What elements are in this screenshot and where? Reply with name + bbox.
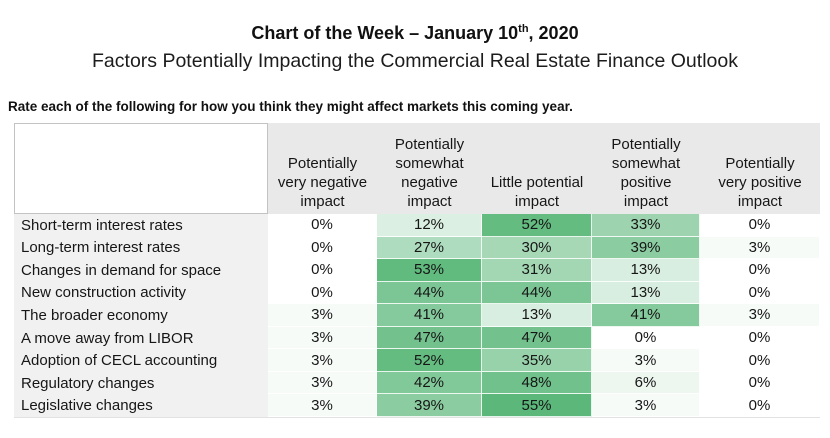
page-title: Chart of the Week – January 10th, 2020 bbox=[0, 17, 830, 45]
survey-instruction: Rate each of the following for how you t… bbox=[8, 99, 573, 114]
row-label: Short-term interest rates bbox=[14, 214, 268, 237]
page-title-superscript: th bbox=[518, 23, 529, 35]
value-cell: 0% bbox=[700, 371, 820, 395]
value-cell: 27% bbox=[377, 236, 482, 260]
value-cell: 52% bbox=[482, 214, 592, 237]
table-row: New construction activity 0% 44% 44% 13% 0% bbox=[14, 281, 820, 305]
value-cell: 30% bbox=[482, 236, 592, 260]
column-header: Potentially very positive impact bbox=[700, 123, 820, 214]
value-cell: 0% bbox=[268, 259, 377, 282]
row-label: A move away from LIBOR bbox=[14, 326, 268, 350]
row-label: Legislative changes bbox=[14, 394, 268, 417]
value-cell: 0% bbox=[700, 281, 820, 305]
row-label: Adoption of CECL accounting bbox=[14, 349, 268, 372]
page-title-text: Chart of the Week – January 10 bbox=[251, 23, 519, 43]
value-cell: 44% bbox=[482, 281, 592, 305]
value-cell: 3% bbox=[268, 371, 377, 395]
table-body: Short-term interest rates 0% 12% 52% 33% 0% Lo… bbox=[14, 214, 820, 417]
value-cell: 33% bbox=[592, 214, 700, 237]
row-label: New construction activity bbox=[14, 281, 268, 305]
value-cell: 6% bbox=[592, 371, 700, 395]
value-cell: 0% bbox=[592, 326, 700, 350]
column-header: Potentially somewhat positive impact bbox=[592, 123, 700, 214]
value-cell: 52% bbox=[377, 349, 482, 372]
value-cell: 39% bbox=[377, 394, 482, 417]
value-cell: 3% bbox=[700, 304, 820, 327]
value-cell: 55% bbox=[482, 394, 592, 417]
value-cell: 3% bbox=[268, 349, 377, 372]
table-row: Adoption of CECL accounting 3% 52% 35% 3% 0% bbox=[14, 349, 820, 372]
column-header: Potentially very negative impact bbox=[268, 123, 377, 214]
value-cell: 47% bbox=[377, 326, 482, 350]
table-row: The broader economy 3% 41% 13% 41% 3% bbox=[14, 304, 820, 327]
column-header: Potentially somewhat negative impact bbox=[377, 123, 482, 214]
value-cell: 3% bbox=[700, 236, 820, 260]
value-cell: 53% bbox=[377, 259, 482, 282]
column-header: Little potential impact bbox=[482, 123, 592, 214]
chart-of-the-week-page: Chart of the Week – January 10th, 2020 F… bbox=[0, 17, 830, 438]
value-cell: 0% bbox=[700, 259, 820, 282]
impact-heatmap-table: Potentially very negative impact Potentia… bbox=[14, 123, 820, 418]
value-cell: 0% bbox=[268, 214, 377, 237]
table-row: Long-term interest rates 0% 27% 30% 39% 3% bbox=[14, 236, 820, 260]
value-cell: 12% bbox=[377, 214, 482, 237]
value-cell: 0% bbox=[268, 236, 377, 260]
value-cell: 0% bbox=[700, 326, 820, 350]
row-label: Long-term interest rates bbox=[14, 236, 268, 260]
value-cell: 3% bbox=[592, 349, 700, 372]
row-label: Changes in demand for space bbox=[14, 259, 268, 282]
page-title-suffix: , 2020 bbox=[528, 23, 579, 43]
row-label: The broader economy bbox=[14, 304, 268, 327]
value-cell: 3% bbox=[268, 326, 377, 350]
value-cell: 48% bbox=[482, 371, 592, 395]
value-cell: 0% bbox=[700, 214, 820, 237]
table-row: Regulatory changes 3% 42% 48% 6% 0% bbox=[14, 371, 820, 395]
value-cell: 41% bbox=[592, 304, 700, 327]
table-header-row: Potentially very negative impact Potentia… bbox=[14, 123, 820, 214]
value-cell: 3% bbox=[592, 394, 700, 417]
table-row: Legislative changes 3% 39% 55% 3% 0% bbox=[14, 394, 820, 417]
table-row: Changes in demand for space 0% 53% 31% 13% 0% bbox=[14, 259, 820, 282]
value-cell: 47% bbox=[482, 326, 592, 350]
page-subtitle: Factors Potentially Impacting the Commer… bbox=[92, 50, 738, 72]
value-cell: 3% bbox=[268, 304, 377, 327]
value-cell: 44% bbox=[377, 281, 482, 305]
value-cell: 0% bbox=[268, 281, 377, 305]
value-cell: 13% bbox=[592, 259, 700, 282]
table-corner-cell bbox=[14, 123, 268, 214]
value-cell: 13% bbox=[592, 281, 700, 305]
value-cell: 0% bbox=[700, 349, 820, 372]
value-cell: 13% bbox=[482, 304, 592, 327]
value-cell: 39% bbox=[592, 236, 700, 260]
value-cell: 0% bbox=[700, 394, 820, 417]
value-cell: 3% bbox=[268, 394, 377, 417]
table-row: A move away from LIBOR 3% 47% 47% 0% 0% bbox=[14, 326, 820, 350]
value-cell: 41% bbox=[377, 304, 482, 327]
value-cell: 35% bbox=[482, 349, 592, 372]
table-row: Short-term interest rates 0% 12% 52% 33% 0% bbox=[14, 214, 820, 237]
value-cell: 31% bbox=[482, 259, 592, 282]
value-cell: 42% bbox=[377, 371, 482, 395]
row-label: Regulatory changes bbox=[14, 371, 268, 395]
